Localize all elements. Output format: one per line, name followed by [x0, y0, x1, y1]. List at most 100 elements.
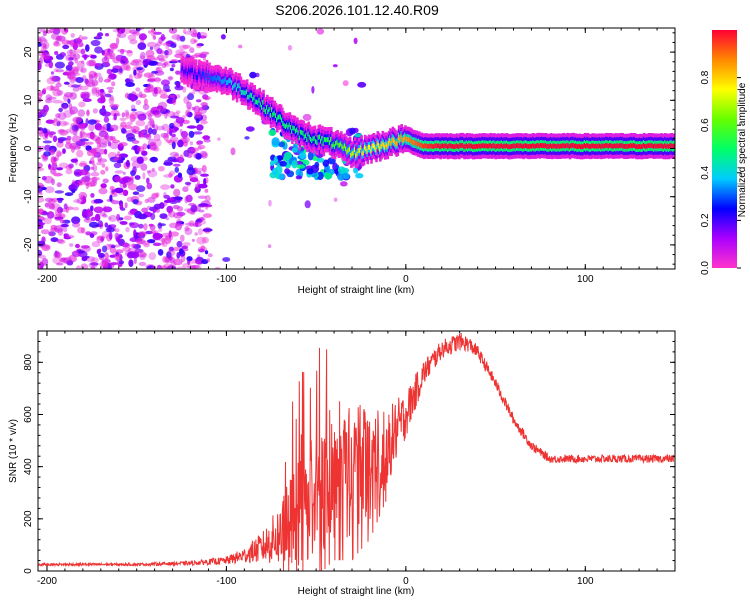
spectrogram-cell: [38, 36, 41, 41]
spectrogram-cell: [207, 253, 213, 258]
spectrogram-cell: [43, 87, 47, 93]
spectrogram-cell: [50, 85, 54, 91]
spectrogram-cell: [129, 237, 139, 243]
spectrogram-cell: [135, 119, 146, 127]
spectrogram-cell: [100, 183, 107, 189]
spectrogram-cell: [38, 167, 45, 172]
spectrogram-cell: [179, 123, 183, 127]
spectrogram-cell: [169, 122, 175, 129]
spectrogram-cell: [38, 190, 43, 194]
spectrogram-cell: [65, 165, 72, 170]
spectrogram-cell: [163, 191, 167, 199]
spectrogram-cell: [101, 111, 112, 117]
spectrogram-cell: [131, 108, 137, 112]
spectrogram-cell: [105, 33, 109, 37]
spectrogram-cell: [126, 50, 133, 54]
spectrogram-cell: [161, 123, 170, 131]
spectrogram-cell: [56, 262, 64, 266]
spectrogram-cell: [108, 96, 115, 105]
spectrogram-cell: [63, 233, 69, 238]
spectrogram-cell: [159, 265, 168, 269]
spectrogram-cell: [109, 246, 116, 254]
spectrogram-cell: [167, 156, 177, 161]
spectrogram-cell: [141, 207, 149, 213]
colorbar-tick-label: 0.4: [700, 165, 711, 179]
spectrogram-cell: [102, 178, 109, 184]
spectrogram-cell: [129, 114, 136, 122]
spectrogram-cell: [187, 93, 195, 101]
spectrogram-cell: [48, 203, 56, 210]
spectrogram-cell: [152, 242, 162, 247]
spectrogram-cell: [105, 166, 109, 172]
spectrogram-cell: [126, 159, 130, 168]
spectrogram-cell: [84, 132, 95, 136]
spectrogram-cell: [121, 112, 126, 118]
spectrogram-cell: [159, 108, 169, 114]
spectrogram-cell: [43, 217, 52, 225]
spectrogram-cell: [182, 136, 190, 144]
spectrogram-cell: [149, 224, 156, 231]
spectrogram-cell: [169, 115, 180, 119]
spectrogram-cell: [186, 256, 193, 262]
spectrogram-cell: [137, 232, 145, 241]
spectrogram-cell: [71, 216, 81, 225]
spectrogram-cell: [156, 62, 163, 67]
spectrogram-cell: [159, 202, 165, 209]
spectrogram-cell: [672, 143, 675, 149]
spectrogram-cell: [136, 28, 141, 32]
spectrogram-cell: [163, 194, 170, 199]
spectrogram-cell: [93, 71, 97, 77]
spectrogram-cell: [153, 112, 162, 118]
spectrogram-cell: [83, 217, 93, 223]
spectrogram-cell: [90, 205, 94, 212]
spectrogram-cell: [91, 135, 101, 142]
spectrogram-cell: [181, 132, 188, 140]
spectrogram-cell: [195, 99, 202, 103]
spectrogram-cell: [108, 243, 115, 248]
y-tick-label: 800: [23, 354, 34, 371]
spectrogram-cell: [159, 213, 168, 220]
x-tick-label: -200: [37, 274, 57, 285]
spectrogram-cell: [395, 141, 398, 147]
spectrogram-cell: [153, 146, 160, 152]
spectrogram-cell: [53, 117, 58, 122]
spectrogram-cell: [202, 213, 212, 218]
spectrogram-cell: [41, 244, 51, 251]
spectrogram-cell: [222, 257, 231, 262]
spectrogram-cell: [70, 145, 75, 153]
spectrogram-cell: [152, 208, 156, 214]
spectrogram-cell: [42, 30, 47, 37]
spectrogram-cell: [41, 176, 47, 181]
spectrogram-cell: [185, 53, 191, 58]
spectrogram-cell: [39, 192, 43, 196]
spectrogram-cell: [42, 127, 48, 134]
spectrogram-cell: [63, 81, 70, 85]
spectrogram-cell: [168, 28, 178, 34]
spectrogram-cell: [498, 144, 501, 149]
spectrogram-cell: [131, 243, 136, 248]
spectrogram-cell: [188, 130, 195, 138]
snr-x-ticks: -200 -100 0 100: [37, 331, 676, 587]
spectrogram-cell: [134, 175, 141, 180]
spectrogram-cell: [659, 143, 662, 149]
colorbar-label: Normalized spectral amplitude: [737, 82, 748, 217]
spectrogram-cell: [71, 84, 81, 88]
spectrogram-cell: [296, 164, 306, 169]
spectrogram-cell: [56, 121, 61, 127]
spectrogram-cell: [129, 29, 139, 34]
spectrogram-cell: [278, 141, 286, 148]
spectrogram-y-axis-label: Frequency (Hz): [8, 114, 19, 183]
spectrogram-cell: [108, 231, 113, 240]
spectrogram-cell: [174, 53, 183, 58]
spectrogram-cell: [106, 122, 111, 130]
spectrogram-cell: [186, 101, 192, 110]
spectrogram-cell: [97, 158, 108, 163]
spectrogram-cell: [91, 86, 98, 94]
spectrogram-cell: [182, 263, 192, 268]
spectrogram-cell: [116, 218, 122, 223]
spectrogram-cell: [176, 34, 181, 42]
spectrogram-cell: [51, 160, 58, 166]
spectrogram-cell: [88, 221, 99, 228]
spectrogram-cell: [124, 124, 132, 129]
snr-y-ticks: 0 200 400 600 800: [23, 330, 675, 574]
